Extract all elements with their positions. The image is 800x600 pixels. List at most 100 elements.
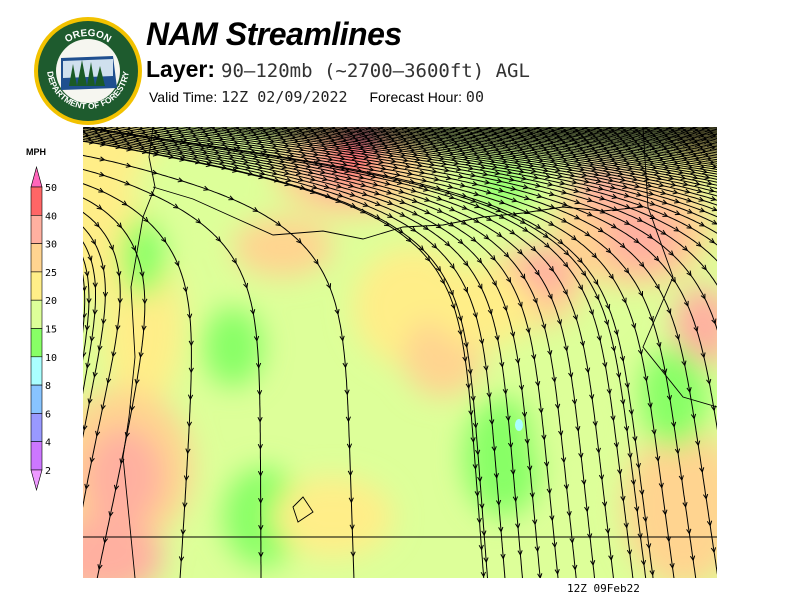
streamline-arrow bbox=[627, 452, 633, 459]
streamline-arrow bbox=[637, 202, 644, 208]
streamline-arrow bbox=[353, 127, 361, 130]
streamline-arrow bbox=[686, 197, 693, 203]
streamline bbox=[504, 127, 717, 151]
streamline-arrow bbox=[247, 170, 254, 176]
streamline-arrow bbox=[274, 148, 281, 154]
streamline-arrow bbox=[649, 214, 656, 219]
streamline-arrow bbox=[192, 154, 199, 160]
streamline-arrow bbox=[412, 151, 419, 158]
streamline-arrow bbox=[378, 159, 385, 165]
streamline-arrow bbox=[404, 163, 412, 169]
streamline-arrow bbox=[494, 335, 500, 342]
streamline-arrow bbox=[678, 127, 685, 130]
streamline-arrow bbox=[405, 236, 412, 243]
streamline-arrow bbox=[151, 169, 158, 175]
streamline-arrow bbox=[245, 127, 252, 130]
colorbar-label: 10 bbox=[45, 353, 57, 364]
streamline-arrow bbox=[305, 127, 312, 130]
streamline-arrow bbox=[307, 169, 315, 175]
streamline-arrow bbox=[271, 170, 278, 176]
streamline-arrow bbox=[315, 157, 322, 163]
streamline-arrow bbox=[345, 416, 351, 423]
streamline-arrow bbox=[673, 226, 680, 232]
streamline-arrow bbox=[462, 155, 470, 161]
streamline-arrow bbox=[472, 312, 478, 319]
streamline-arrow bbox=[530, 246, 537, 252]
streamline-arrow bbox=[423, 224, 430, 231]
streamline-arrow bbox=[457, 173, 465, 179]
streamline-arrow bbox=[711, 318, 717, 325]
streamline-arrow bbox=[665, 536, 672, 543]
streamline bbox=[251, 127, 717, 201]
streamline-arrow bbox=[639, 261, 645, 268]
streamline-arrow bbox=[362, 201, 369, 207]
streamline-arrow bbox=[634, 183, 641, 189]
streamline-arrow bbox=[493, 473, 499, 480]
forecast-hour-label: Forecast Hour: bbox=[369, 89, 463, 105]
streamline-arrow bbox=[665, 169, 672, 175]
streamline bbox=[83, 154, 355, 578]
streamline-arrow bbox=[346, 175, 353, 181]
streamline-arrow bbox=[574, 199, 581, 205]
streamline-arrow bbox=[699, 221, 706, 227]
streamline-arrow bbox=[578, 452, 584, 459]
streamline-arrow bbox=[284, 181, 291, 187]
streamline-arrow bbox=[648, 190, 655, 196]
colorbar-swatch bbox=[30, 215, 43, 244]
streamline-arrow bbox=[649, 570, 655, 577]
streamline-arrow bbox=[689, 555, 696, 562]
streamline-arrow bbox=[642, 127, 649, 130]
streamline-arrow bbox=[370, 173, 377, 179]
streamline bbox=[190, 127, 717, 234]
streamline bbox=[625, 127, 717, 137]
colorbar-swatch bbox=[30, 384, 43, 414]
streamline-arrow bbox=[502, 388, 508, 395]
streamline-arrow bbox=[449, 127, 457, 130]
streamline-arrow bbox=[610, 184, 617, 190]
streamline-arrow bbox=[244, 139, 251, 145]
streamline-arrow bbox=[457, 315, 463, 322]
streamline-arrow bbox=[366, 160, 373, 166]
streamline-arrow bbox=[375, 153, 383, 159]
streamline-arrow bbox=[510, 469, 516, 476]
streamline-arrow bbox=[252, 207, 259, 212]
streamline-arrow bbox=[633, 238, 640, 244]
streamline-arrow bbox=[97, 345, 103, 352]
streamline bbox=[203, 127, 717, 225]
streamline-arrow bbox=[628, 409, 634, 416]
streamline-arrow bbox=[605, 171, 612, 177]
streamline-arrow bbox=[201, 149, 208, 155]
streamline-arrow bbox=[605, 247, 612, 254]
streamline-arrow bbox=[476, 257, 483, 264]
streamline-arrow bbox=[601, 501, 608, 508]
streamline-arrow bbox=[142, 298, 148, 305]
streamline-arrow bbox=[672, 189, 679, 195]
streamline-arrow bbox=[361, 191, 368, 197]
streamline-arrow bbox=[662, 368, 668, 375]
streamline-arrow bbox=[682, 181, 689, 187]
wind-speed-region bbox=[433, 267, 533, 347]
colorbar-bottom-arrow bbox=[30, 469, 43, 492]
streamline-arrow bbox=[149, 191, 156, 196]
streamline-arrow bbox=[257, 164, 264, 170]
streamline-arrow bbox=[126, 146, 133, 152]
streamline-arrow bbox=[674, 198, 681, 204]
streamline-arrow bbox=[279, 158, 286, 164]
streamline-arrow bbox=[502, 305, 508, 312]
streamline-arrow bbox=[498, 187, 505, 193]
streamline bbox=[372, 127, 717, 171]
streamline-arrow bbox=[489, 419, 495, 426]
streamline-arrow bbox=[512, 496, 518, 503]
colorbar-label: 50 bbox=[45, 183, 57, 194]
streamline-arrow bbox=[463, 286, 468, 294]
streamline-arrow bbox=[99, 171, 106, 177]
streamline-arrow bbox=[605, 303, 611, 310]
streamline-arrow bbox=[269, 127, 276, 130]
streamline-arrow bbox=[424, 151, 431, 157]
streamline-arrow bbox=[461, 204, 468, 210]
streamline bbox=[275, 127, 717, 193]
streamline-arrow bbox=[448, 194, 455, 200]
streamline-arrow bbox=[339, 165, 346, 171]
streamline-arrow bbox=[653, 170, 660, 176]
streamline-arrow bbox=[686, 528, 692, 535]
